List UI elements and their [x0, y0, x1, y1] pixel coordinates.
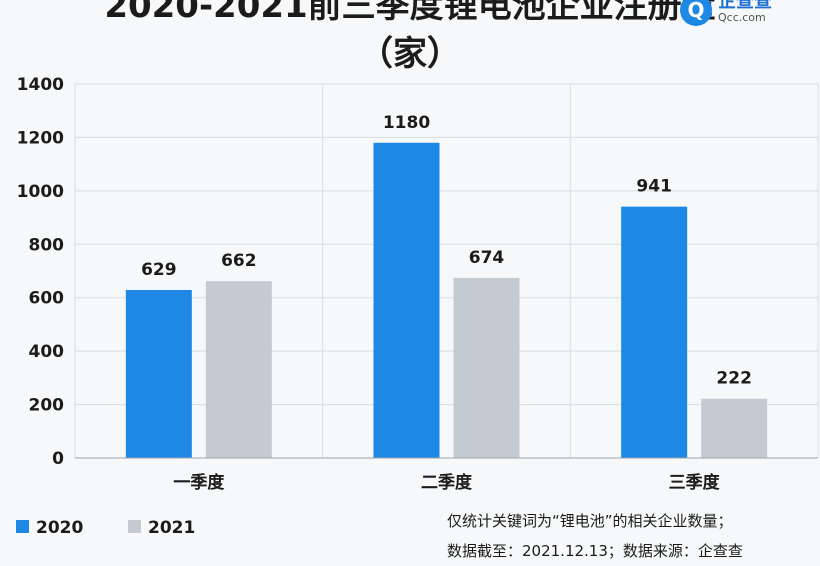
- x-tick-label: 一季度: [173, 472, 225, 493]
- bar-2021: [205, 281, 272, 458]
- note-line1: 仅统计关键词为“锂电池”的相关企业数量；: [447, 512, 733, 530]
- legend-swatch: [128, 520, 141, 533]
- data-label: 662: [221, 251, 257, 271]
- chart-title-line2: （家）: [359, 34, 461, 74]
- data-label: 222: [716, 369, 752, 389]
- x-tick-label: 二季度: [421, 472, 473, 493]
- y-tick-label: 1000: [17, 182, 64, 202]
- y-tick-label: 400: [29, 342, 65, 362]
- bar-2020: [621, 206, 688, 458]
- bar-2021: [453, 277, 520, 458]
- logo-text: 企查查 Qcc.com: [718, 0, 772, 26]
- chart-title-line1: 2020-2021前三季度锂电池企业注册量: [104, 0, 716, 26]
- qcc-logo-icon: Q: [680, 0, 712, 26]
- brand-logo: Q 企查查 Qcc.com: [680, 0, 772, 26]
- bar-2021: [701, 398, 768, 458]
- data-label: 674: [469, 248, 505, 268]
- note-line2: 数据截至：2021.12.13；数据来源：企查查: [447, 542, 743, 560]
- legend-swatch: [16, 520, 29, 533]
- chart-title: 2020-2021前三季度锂电池企业注册量 （家）: [0, 0, 820, 78]
- bar-2020: [373, 142, 440, 458]
- legend-label: 2021: [148, 518, 195, 538]
- logo-name: 企查查: [718, 0, 772, 12]
- y-tick-label: 600: [29, 289, 65, 309]
- bar-2020: [125, 289, 192, 458]
- data-label: 629: [141, 260, 177, 280]
- source-note: 仅统计关键词为“锂电池”的相关企业数量； 数据截至：2021.12.13；数据来…: [447, 506, 743, 566]
- x-tick-label: 三季度: [669, 472, 721, 493]
- logo-domain: Qcc.com: [718, 11, 766, 24]
- y-tick-label: 1200: [17, 128, 64, 148]
- y-tick-label: 1400: [17, 75, 64, 95]
- data-label: 1180: [383, 113, 430, 133]
- y-tick-label: 0: [52, 449, 64, 469]
- legend-label: 2020: [36, 518, 83, 538]
- data-label: 941: [636, 177, 672, 197]
- y-tick-label: 800: [29, 235, 65, 255]
- y-tick-label: 200: [29, 396, 65, 416]
